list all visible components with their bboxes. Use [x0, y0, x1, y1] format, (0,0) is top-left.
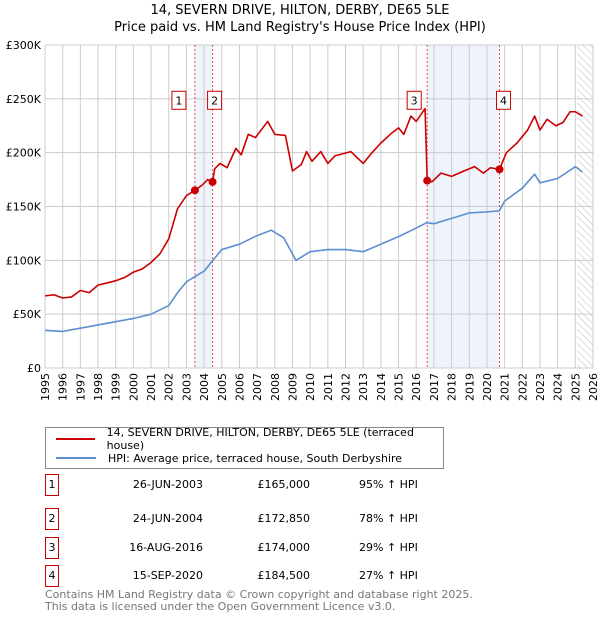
sale-hpi-change: 27% ↑ HPI [359, 569, 418, 582]
sale-price: £174,000 [257, 541, 311, 554]
y-tick-label: £200K [6, 147, 42, 160]
x-tick-label: 1996 [57, 373, 70, 401]
y-tick-label: £300K [6, 39, 42, 52]
sale-point [208, 177, 217, 186]
sale-price: £165,000 [257, 478, 311, 491]
chart-subtitle: Price paid vs. HM Land Registry's House … [114, 20, 486, 35]
sale-number: 4 [45, 565, 59, 587]
chart-title: 14, SEVERN DRIVE, HILTON, DERBY, DE65 5L… [150, 3, 450, 18]
legend-item-property: 14, SEVERN DRIVE, HILTON, DERBY, DE65 5L… [56, 426, 443, 452]
sale-point [190, 186, 199, 195]
legend: 14, SEVERN DRIVE, HILTON, DERBY, DE65 5L… [45, 426, 444, 469]
x-tick-label: 2006 [233, 373, 246, 401]
x-tick-label: 2011 [322, 373, 335, 401]
y-tick-label: £150K [6, 201, 42, 214]
x-tick-label: 2002 [163, 373, 176, 401]
x-tick-label: 1998 [92, 373, 105, 401]
sale-number: 1 [45, 474, 59, 496]
sale-date: 15-SEP-2020 [132, 569, 203, 582]
x-tick-label: 2022 [516, 373, 529, 401]
sale-price: £184,500 [257, 569, 311, 582]
x-tick-label: 2005 [216, 373, 229, 401]
x-tick-label: 2010 [304, 373, 317, 401]
legend-label-hpi: HPI: Average price, terraced house, Sout… [108, 451, 403, 465]
hpi-line [44, 165, 583, 333]
sale-date: 16-AUG-2016 [129, 541, 203, 554]
price-chart: 1995 1996 1997 1998 1999 2000 2001 2002 2003 2004… [6, 39, 600, 401]
x-tick-label: 2001 [145, 373, 158, 401]
sale-date: 26-JUN-2003 [132, 478, 203, 491]
table-row: 2 24-JUN-2004 £172,850 78% ↑ HPI [45, 508, 445, 530]
x-tick-label: 2012 [340, 373, 353, 401]
y-tick-label: £50K [13, 308, 42, 321]
x-tick-label: 2000 [127, 373, 140, 401]
y-tick-label: £100K [6, 254, 42, 267]
legend-label-property: 14, SEVERN DRIVE, HILTON, DERBY, DE65 5L… [106, 426, 414, 452]
sale-label: 3 [411, 94, 418, 107]
sale-label: 4 [500, 94, 507, 107]
x-tick-label: 1995 [39, 373, 52, 401]
x-tick-label: 2017 [428, 373, 441, 401]
table-row: 3 16-AUG-2016 £174,000 29% ↑ HPI [45, 537, 445, 559]
sale-label-box [495, 90, 511, 110]
footer-copyright: Contains HM Land Registry data © Crown c… [45, 588, 473, 601]
sale-hpi-change: 95% ↑ HPI [359, 478, 418, 491]
sale-label-box [207, 90, 223, 110]
sale-date: 24-JUN-2004 [132, 512, 203, 525]
sale-label: 2 [211, 94, 218, 107]
sale-number: 3 [45, 537, 59, 559]
legend-swatch-blue [56, 457, 96, 459]
x-tick-label: 2014 [375, 373, 388, 401]
y-tick-label: £0 [27, 362, 41, 375]
x-tick-label: 2026 [587, 373, 600, 401]
x-tick-label: 2009 [286, 373, 299, 401]
sale-label-box [171, 90, 187, 110]
y-tick-label: £250K [6, 93, 42, 106]
sale-point [495, 165, 504, 174]
x-tick-label: 2023 [534, 373, 547, 401]
legend-item-hpi: HPI: Average price, terraced house, Sout… [56, 450, 402, 466]
x-tick-label: 2007 [251, 373, 264, 401]
footer-licence: This data is licensed under the Open Gov… [45, 600, 396, 613]
table-row: 4 15-SEP-2020 £184,500 27% ↑ HPI [45, 565, 445, 587]
x-tick-label: 2018 [446, 373, 459, 401]
footer: Contains HM Land Registry data © Crown c… [45, 589, 473, 613]
x-tick-label: 2008 [269, 373, 282, 401]
x-tick-label: 2003 [180, 373, 193, 401]
x-tick-label: 2020 [481, 373, 494, 401]
sale-price: £172,850 [257, 512, 311, 525]
sale-point [423, 176, 432, 185]
property-price-line [44, 107, 583, 299]
x-tick-label: 2021 [499, 373, 512, 401]
x-tick-label: 2013 [357, 373, 370, 401]
x-tick-label: 2015 [393, 373, 406, 401]
table-row: 1 26-JUN-2003 £165,000 95% ↑ HPI [45, 474, 445, 496]
x-tick-label: 2019 [463, 373, 476, 401]
x-tick-label: 2024 [552, 373, 565, 401]
x-tick-label: 2004 [198, 373, 211, 401]
legend-swatch-red [56, 438, 95, 440]
x-tick-label: 1999 [110, 373, 123, 401]
x-tick-label: 1997 [74, 373, 87, 401]
sale-label-box [406, 90, 422, 110]
sale-hpi-change: 29% ↑ HPI [359, 541, 418, 554]
sale-number: 2 [45, 508, 59, 530]
sale-label: 1 [175, 94, 182, 107]
x-tick-label: 2016 [410, 373, 423, 401]
x-tick-label: 2025 [569, 373, 582, 401]
sale-hpi-change: 78% ↑ HPI [359, 512, 418, 525]
